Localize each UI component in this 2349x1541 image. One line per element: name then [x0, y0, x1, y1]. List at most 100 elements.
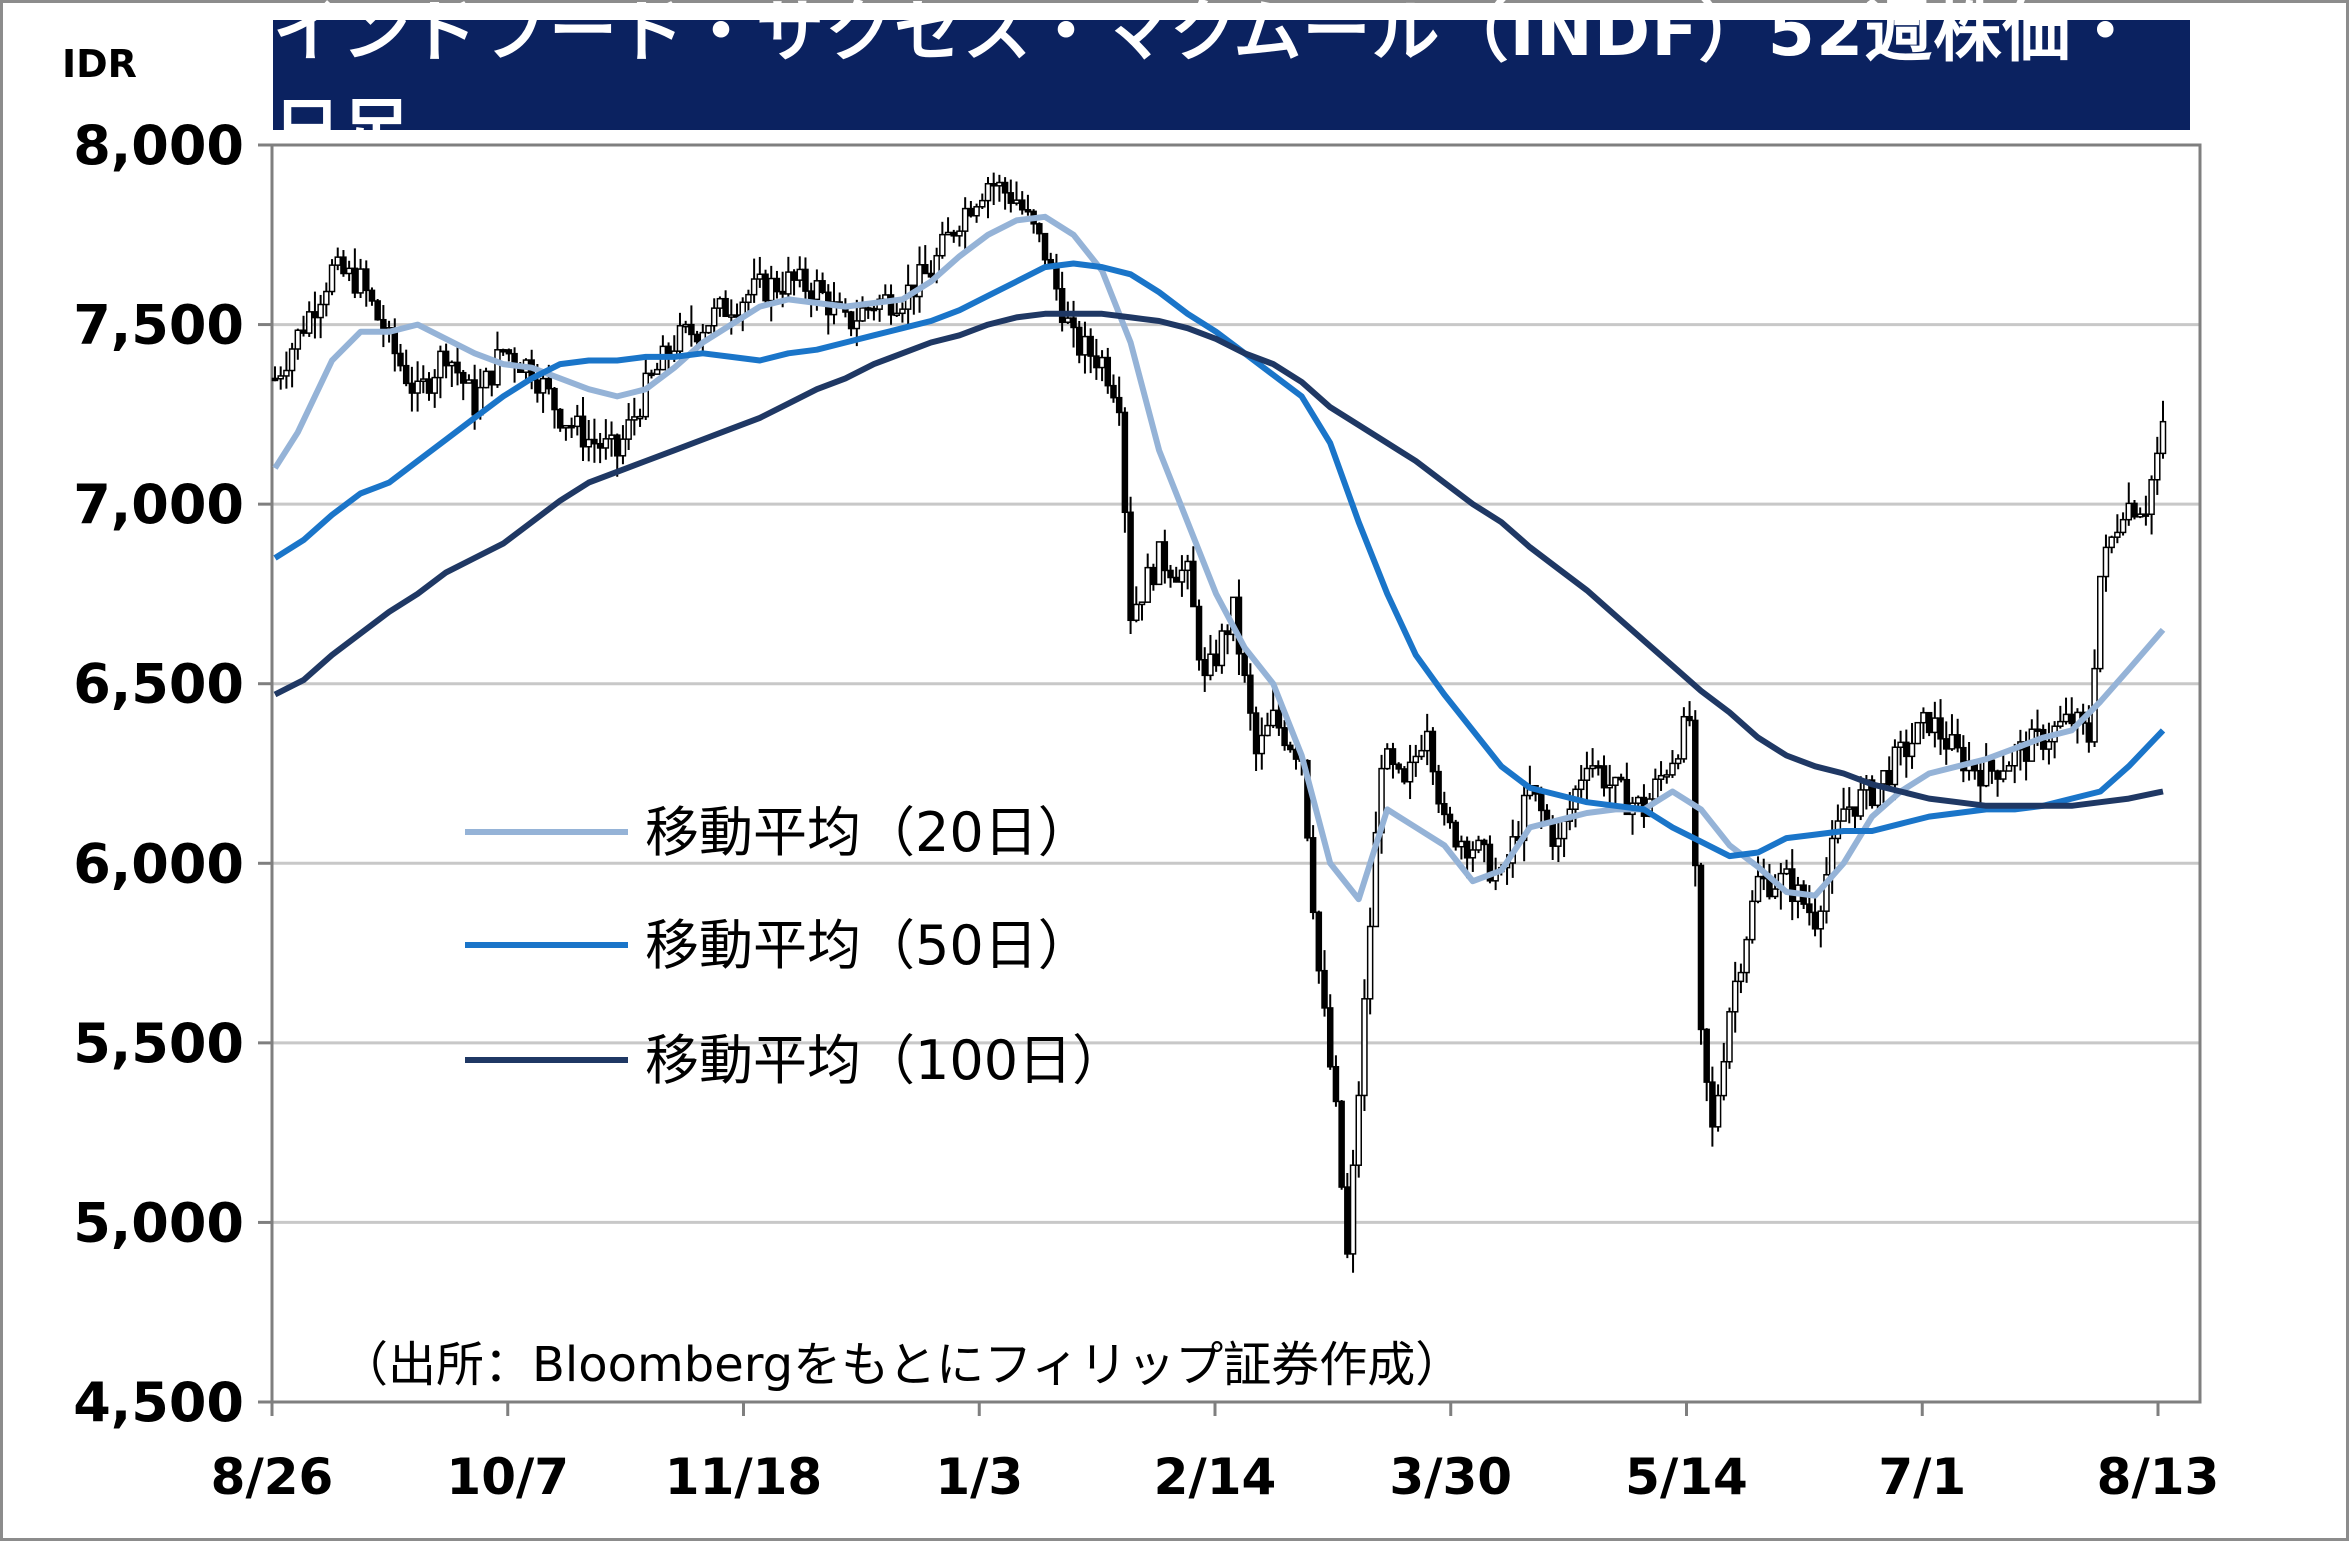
candle-body	[996, 181, 1003, 187]
candle-body	[1429, 730, 1437, 773]
candle-body	[294, 329, 302, 350]
candle-body	[311, 311, 319, 319]
candle-body	[693, 333, 701, 343]
candle-body	[750, 278, 758, 296]
y-tick-label: 6,500	[73, 653, 244, 716]
candle-body	[1423, 730, 1431, 752]
candle-body	[705, 324, 712, 334]
candle-body	[2125, 502, 2133, 521]
candle-body	[1937, 717, 1944, 740]
candle-body	[1657, 774, 1665, 780]
candle-body	[1771, 888, 1779, 898]
candle-body	[1612, 776, 1619, 787]
candle-body	[1943, 738, 1950, 750]
candle-body	[1195, 605, 1203, 661]
candle-body	[1669, 762, 1676, 776]
candle-body	[402, 364, 410, 385]
moving-average-lines	[272, 213, 2166, 903]
x-axis: 8/26 10/7 11/18 1/3 2/14 3/30 5/14 7/1 8/13	[211, 1402, 2220, 1506]
candle-body	[990, 182, 997, 187]
candle-body	[283, 369, 290, 377]
candle-body	[1823, 874, 1830, 912]
candle-body	[785, 271, 792, 295]
candle-body	[1737, 971, 1745, 983]
candle-body	[773, 277, 781, 293]
candle-body	[1007, 192, 1015, 204]
candle-body	[1920, 711, 1927, 724]
candle-body	[2062, 713, 2070, 723]
candle-body	[1172, 576, 1180, 583]
candle-body	[442, 350, 450, 367]
candle-body	[323, 290, 330, 306]
candle-body	[2097, 575, 2104, 670]
candle-body	[1754, 875, 1762, 903]
candle-body	[471, 379, 478, 416]
candle-body	[534, 379, 541, 394]
candle-body	[300, 329, 307, 334]
candle-body	[2068, 713, 2075, 725]
candle-body	[625, 419, 632, 440]
candle-body	[984, 182, 992, 202]
candle-body	[1714, 1094, 1722, 1128]
candle-body	[1326, 1007, 1334, 1068]
candle-body	[1081, 335, 1089, 356]
candle-body	[1606, 784, 1613, 789]
candle-body	[1589, 765, 1596, 770]
candle-body	[539, 377, 547, 394]
candle-body	[1406, 761, 1414, 783]
candle-body	[1806, 903, 1813, 914]
candlesticks	[271, 172, 2167, 1273]
moving-average-line	[273, 260, 2166, 860]
candle-body	[1218, 630, 1226, 667]
candle-body	[1281, 727, 1288, 747]
candle-body	[2114, 531, 2121, 538]
candle-body	[1743, 938, 1750, 974]
candle-body	[1908, 742, 1916, 758]
candle-body	[728, 314, 735, 318]
candle-body	[1212, 653, 1220, 667]
candle-body	[1036, 223, 1043, 235]
candle-body	[1121, 411, 1129, 514]
candle-body	[1190, 560, 1197, 608]
candle-body	[1441, 802, 1448, 816]
candle-body	[1184, 560, 1191, 572]
candle-body	[2136, 513, 2144, 518]
candle-body	[676, 325, 684, 352]
candle-body	[2005, 764, 2013, 772]
candle-body	[1338, 1100, 1345, 1188]
candle-body	[1127, 511, 1134, 622]
candle-body	[1144, 566, 1151, 603]
x-tick-label: 1/3	[935, 1448, 1023, 1506]
candle-body	[1355, 1094, 1362, 1166]
candle-body	[1098, 356, 1106, 369]
candle-body	[1458, 840, 1465, 848]
legend-label: 移動平均（20日）	[645, 801, 1092, 864]
candle-body	[1269, 709, 1277, 727]
candle-body	[2148, 478, 2155, 516]
candle-body	[1093, 355, 1100, 369]
candle-body	[1726, 1011, 1733, 1063]
x-tick-label: 8/13	[2097, 1448, 2220, 1506]
moving-average-line	[273, 310, 2164, 809]
candle-body	[1480, 839, 1488, 846]
y-tick-label: 8,000	[73, 114, 244, 177]
candle-body	[1788, 868, 1796, 903]
candle-body	[1731, 980, 1739, 1013]
candle-body	[1885, 769, 1893, 786]
candle-body	[340, 256, 347, 275]
candle-body	[847, 311, 855, 330]
candle-body	[1486, 843, 1494, 882]
candle-body	[950, 231, 958, 237]
candle-body	[1047, 258, 1054, 265]
candle-body	[288, 348, 296, 372]
candle-body	[1064, 317, 1072, 323]
candle-body	[1977, 769, 1984, 787]
y-tick-label: 5,500	[73, 1012, 244, 1075]
candle-body	[1264, 724, 1271, 737]
candle-body	[1988, 759, 1996, 772]
candle-body	[796, 268, 804, 281]
candle-body	[1577, 779, 1585, 791]
candle-body	[1241, 653, 1248, 677]
candle-body	[682, 323, 689, 328]
candle-body	[420, 378, 427, 383]
